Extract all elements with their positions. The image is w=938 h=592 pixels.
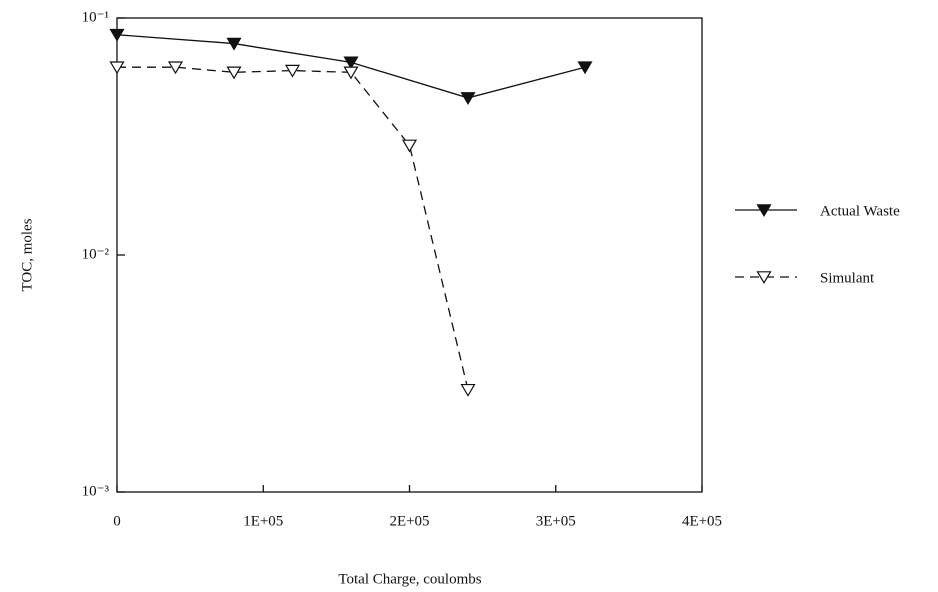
series-line [117, 66, 469, 390]
marker [577, 61, 593, 75]
y-tick-label: 10⁻³ [82, 483, 110, 499]
marker [167, 61, 184, 75]
marker [401, 139, 418, 153]
x-tick-label: 1E+05 [243, 513, 283, 529]
marker [284, 64, 301, 78]
y-tick-label: 10⁻² [82, 246, 110, 262]
y-tick-label: 10⁻¹ [82, 9, 109, 25]
x-tick-label: 3E+05 [536, 513, 576, 529]
legend-label: Simulant [820, 270, 875, 286]
x-axis-label: Total Charge, coulombs [338, 571, 481, 587]
marker [109, 28, 125, 42]
marker [226, 66, 242, 80]
x-tick-label: 2E+05 [389, 513, 429, 529]
legend-marker [756, 204, 772, 218]
legend-marker [756, 271, 772, 285]
legend-label: Actual Waste [820, 203, 900, 219]
marker [226, 37, 242, 51]
marker [460, 92, 476, 105]
x-tick-label: 0 [113, 513, 121, 529]
marker [343, 56, 359, 70]
marker [460, 383, 476, 397]
x-tick-label: 4E+05 [682, 513, 722, 529]
marker [343, 66, 359, 80]
y-axis-label: TOC, moles [19, 218, 35, 291]
marker [109, 61, 125, 75]
plot-frame [116, 17, 703, 493]
